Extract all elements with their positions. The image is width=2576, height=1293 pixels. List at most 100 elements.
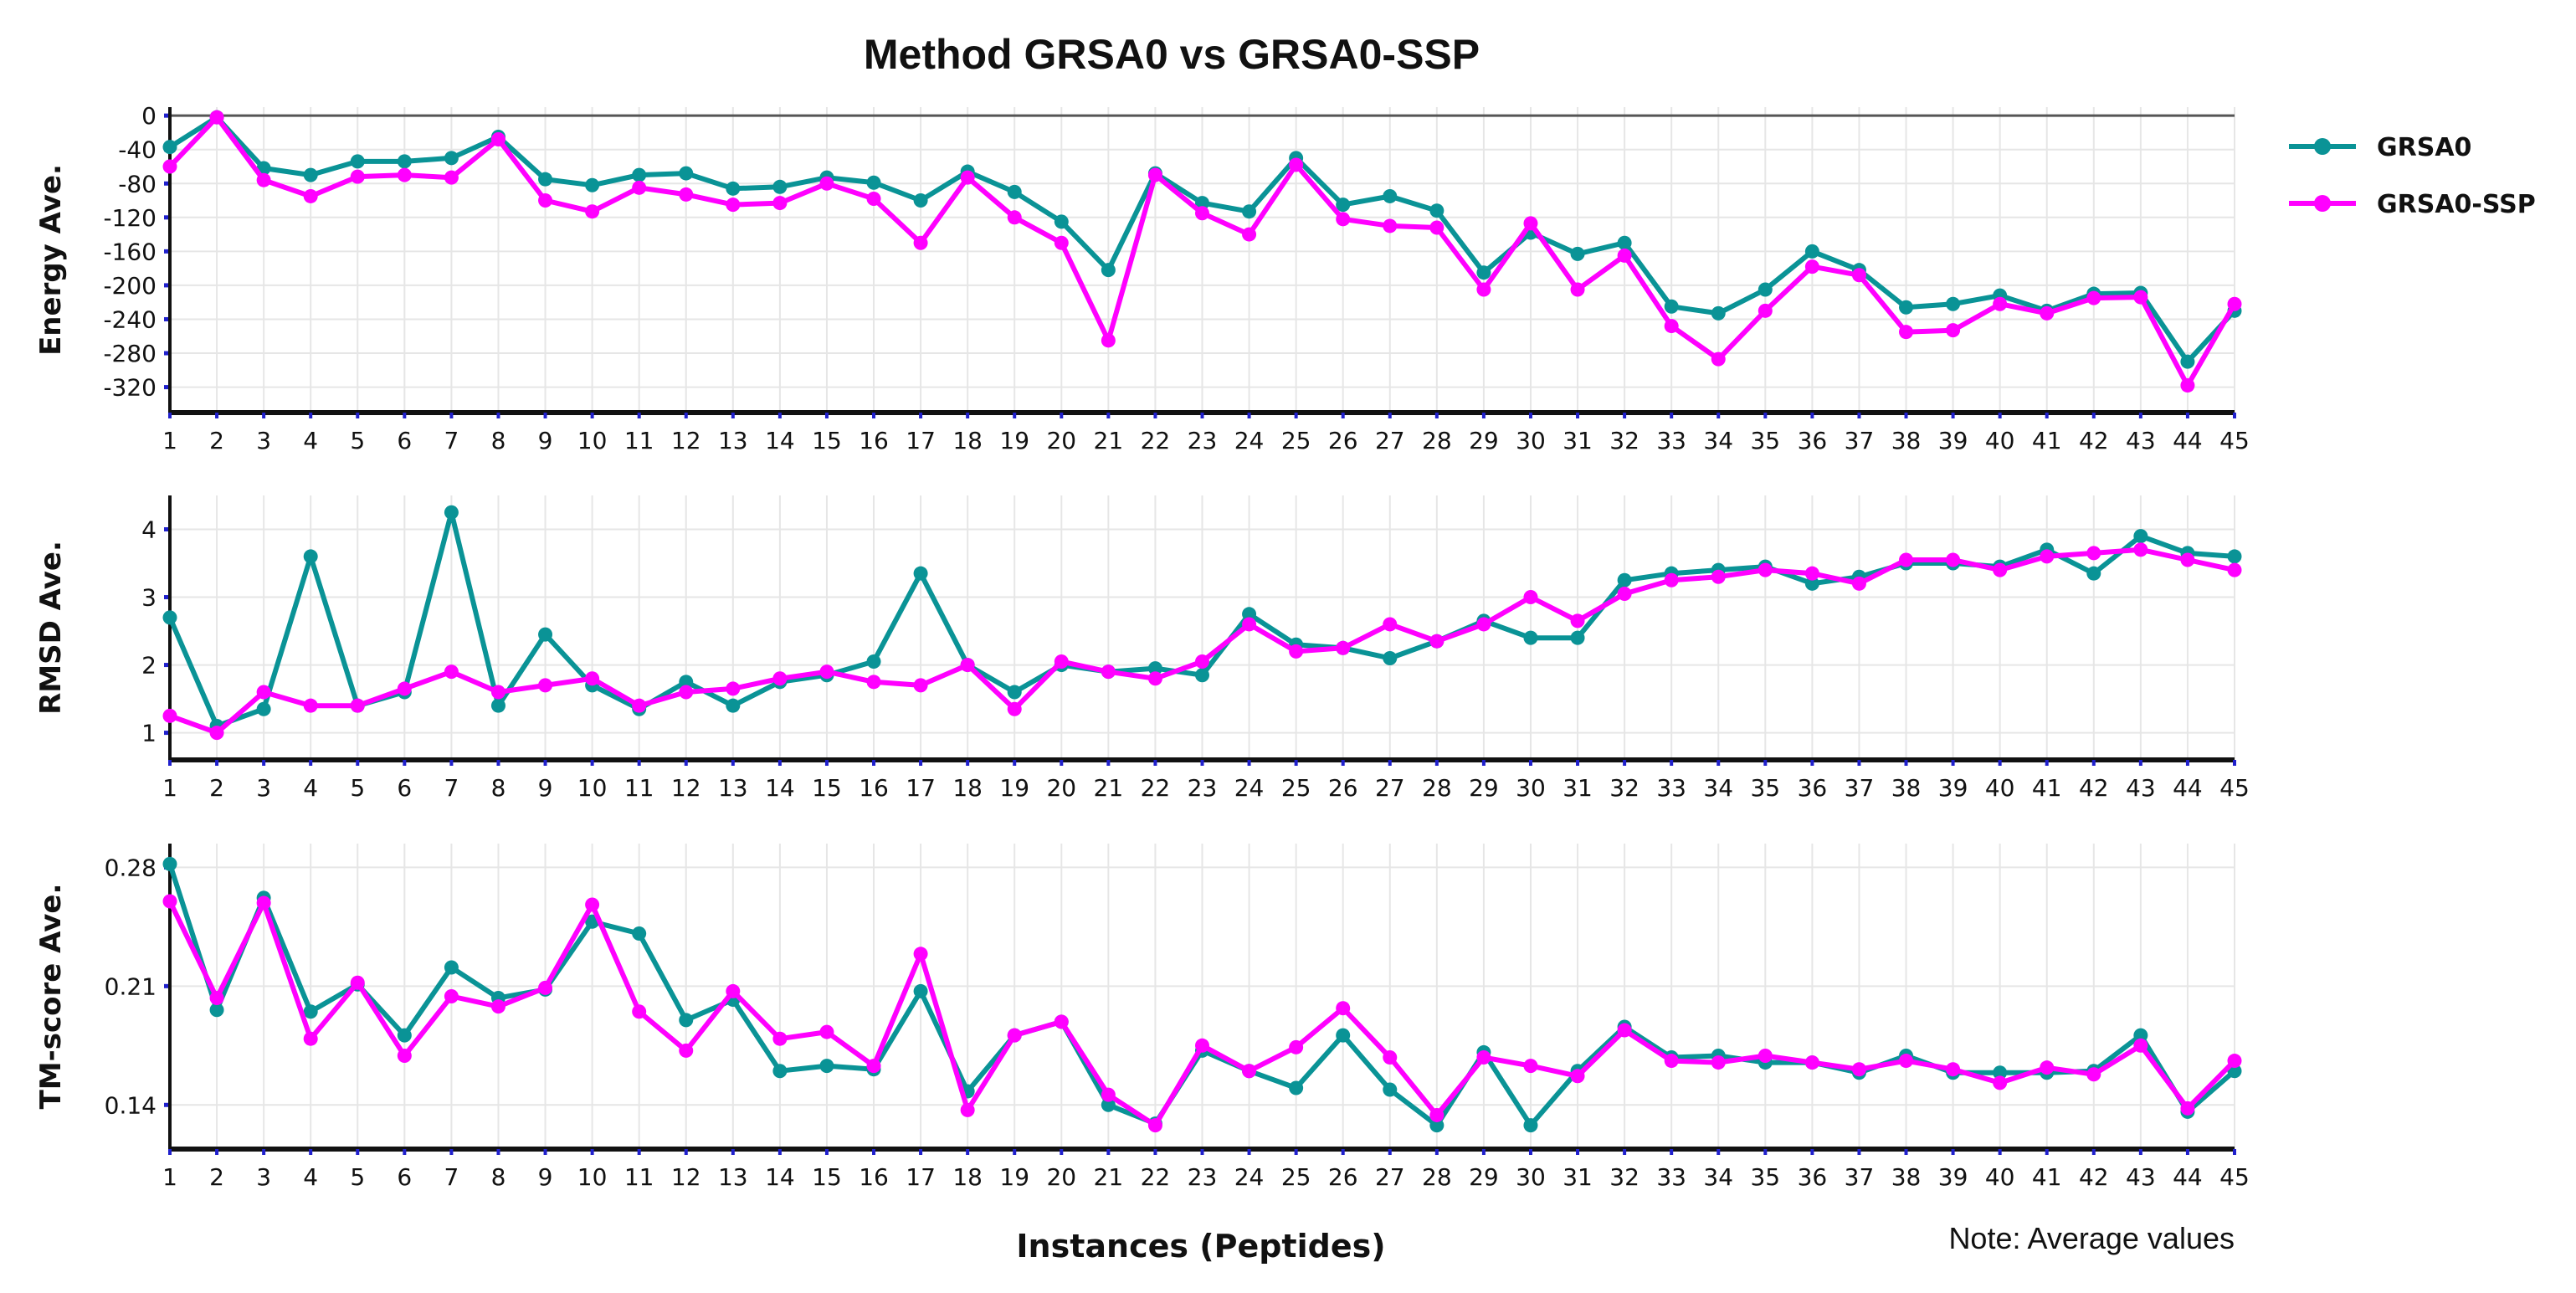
data-point <box>1570 630 1585 645</box>
data-point <box>490 132 505 147</box>
data-point <box>866 675 881 690</box>
data-point <box>679 675 694 690</box>
x-tick-label: 39 <box>1938 1163 1968 1191</box>
data-point <box>1570 246 1585 261</box>
data-point <box>1147 167 1162 182</box>
data-point <box>397 154 412 169</box>
y-tick-label: -320 <box>103 374 157 402</box>
x-tick-label: 6 <box>397 1163 412 1191</box>
x-tick-label: 20 <box>1046 774 1076 802</box>
data-point <box>1758 562 1773 577</box>
x-tick-label: 36 <box>1798 427 1828 454</box>
x-tick-label: 29 <box>1469 427 1499 454</box>
data-point <box>1383 218 1398 233</box>
data-point <box>1242 1064 1257 1079</box>
data-point <box>1804 259 1819 275</box>
x-tick-label: 17 <box>906 774 936 802</box>
data-point <box>1946 552 1961 567</box>
data-point <box>1429 634 1445 649</box>
legend-label: GRSA0-SSP <box>2377 190 2536 219</box>
x-tick-label: 15 <box>812 774 842 802</box>
legend-marker <box>2314 138 2331 155</box>
x-tick-label: 41 <box>2032 774 2062 802</box>
data-point <box>1476 1050 1491 1065</box>
x-tick-label: 5 <box>350 427 365 454</box>
data-point <box>1758 303 1773 318</box>
x-tick-label: 7 <box>444 427 459 454</box>
data-point <box>2227 562 2242 577</box>
y-axis-label-rmsd: RMSD Ave. <box>34 541 68 715</box>
x-tick-label: 13 <box>718 774 748 802</box>
data-point <box>490 685 505 700</box>
data-point <box>162 610 177 625</box>
y-tick-label: 0 <box>141 102 157 130</box>
x-tick-label: 16 <box>859 427 889 454</box>
x-tick-label: 10 <box>577 1163 608 1191</box>
x-tick-label: 25 <box>1281 774 1311 802</box>
data-point <box>256 701 271 716</box>
data-point <box>1336 212 1351 227</box>
data-point <box>1336 640 1351 655</box>
data-point <box>1899 1054 1914 1069</box>
x-tick-label: 19 <box>999 774 1029 802</box>
data-point <box>162 856 177 871</box>
x-tick-label: 20 <box>1046 1163 1076 1191</box>
data-point <box>1429 203 1445 218</box>
x-tick-label: 37 <box>1845 427 1875 454</box>
x-tick-label: 22 <box>1141 1163 1171 1191</box>
data-point <box>1523 216 1538 231</box>
data-point <box>1711 1055 1726 1070</box>
x-tick-label: 23 <box>1188 427 1218 454</box>
y-tick-label: -200 <box>103 272 157 300</box>
data-point <box>350 154 365 169</box>
data-point <box>913 678 928 693</box>
data-point <box>1336 1001 1351 1016</box>
data-point <box>397 681 412 696</box>
data-point <box>772 1031 788 1046</box>
x-tick-label: 29 <box>1469 1163 1499 1191</box>
x-tick-label: 23 <box>1188 1163 1218 1191</box>
data-point <box>162 894 177 909</box>
x-tick-label: 9 <box>538 1163 553 1191</box>
data-point <box>2133 529 2148 544</box>
x-tick-label: 22 <box>1141 774 1171 802</box>
data-point <box>1993 296 2008 311</box>
data-point <box>632 698 647 713</box>
data-point <box>1289 1039 1304 1054</box>
x-tick-label: 12 <box>671 427 701 454</box>
data-point <box>1993 1065 2008 1080</box>
x-tick-label: 33 <box>1656 427 1686 454</box>
x-tick-label: 15 <box>812 427 842 454</box>
x-tick-label: 21 <box>1094 427 1124 454</box>
data-point <box>772 671 788 686</box>
data-point <box>726 983 741 998</box>
data-point <box>1946 323 1961 338</box>
data-point <box>1336 198 1351 213</box>
x-tick-label: 12 <box>671 1163 701 1191</box>
x-tick-label: 21 <box>1094 774 1124 802</box>
x-tick-label: 4 <box>303 774 318 802</box>
data-point <box>1007 184 1022 199</box>
y-tick-label: -80 <box>118 170 157 198</box>
x-tick-label: 19 <box>999 1163 1029 1191</box>
x-tick-label: 42 <box>2079 427 2109 454</box>
data-point <box>2133 1028 2148 1043</box>
x-tick-label: 6 <box>397 427 412 454</box>
data-point <box>1851 1062 1866 1077</box>
data-point <box>1804 566 1819 581</box>
y-tick-label: 2 <box>141 652 157 680</box>
data-point <box>960 170 975 185</box>
x-tick-label: 22 <box>1141 427 1171 454</box>
x-tick-label: 21 <box>1094 1163 1124 1191</box>
y-tick-label: 4 <box>141 516 157 544</box>
x-tick-label: 24 <box>1234 774 1265 802</box>
x-tick-label: 16 <box>859 774 889 802</box>
x-tick-label: 42 <box>2079 1163 2109 1191</box>
x-tick-label: 20 <box>1046 427 1076 454</box>
y-tick-label: 0.14 <box>105 1091 157 1119</box>
data-point <box>2180 354 2195 369</box>
data-point <box>1336 1028 1351 1043</box>
x-tick-label: 3 <box>256 774 271 802</box>
data-point <box>538 172 553 187</box>
